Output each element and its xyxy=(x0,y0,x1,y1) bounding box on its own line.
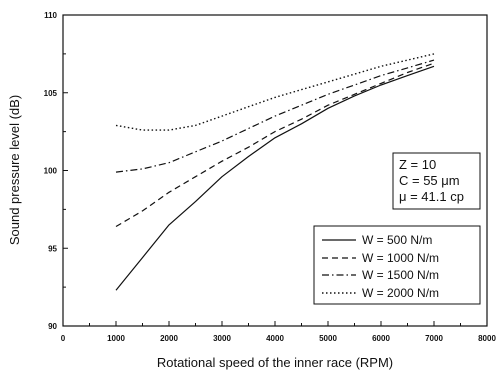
parameter-c: C = 55 μm xyxy=(399,173,460,188)
x-tick-label: 3000 xyxy=(213,334,231,343)
x-tick-label: 7000 xyxy=(425,334,443,343)
y-tick-label: 100 xyxy=(44,167,58,176)
y-tick-label: 105 xyxy=(44,89,58,98)
x-tick-label: 4000 xyxy=(266,334,284,343)
y-axis-title: Sound pressure level (dB) xyxy=(7,95,22,245)
x-axis-title: Rotational speed of the inner race (RPM) xyxy=(157,355,393,370)
legend-label-500: W = 500 N/m xyxy=(362,233,432,247)
x-tick-label: 6000 xyxy=(372,334,390,343)
x-tick-label: 1000 xyxy=(107,334,125,343)
legend-label-1000: W = 1000 N/m xyxy=(362,251,439,265)
y-tick-label: 90 xyxy=(48,322,57,331)
legend: W = 500 N/m W = 1000 N/m W = 1500 N/m W … xyxy=(313,225,481,305)
series-line-3 xyxy=(115,59,435,173)
parameter-box-frame xyxy=(392,152,481,210)
series-line-1 xyxy=(115,65,435,291)
axis-ticks: 0 1000 2000 3000 4000 5000 6000 7000 8000 90 95 100… xyxy=(44,11,497,343)
x-tick-label: 5000 xyxy=(319,334,337,343)
parameter-z: Z = 10 xyxy=(399,157,436,172)
y-tick-label: 95 xyxy=(48,244,57,253)
legend-label-2000: W = 2000 N/m xyxy=(362,286,439,300)
series-lines xyxy=(115,53,435,291)
series-line-4 xyxy=(115,53,435,131)
legend-frame xyxy=(313,225,481,305)
series-line-2 xyxy=(115,62,435,228)
parameter-mu: μ = 41.1 cp xyxy=(399,189,464,204)
parameter-box: Z = 10 C = 55 μm μ = 41.1 cp xyxy=(392,152,481,210)
y-tick-label: 110 xyxy=(44,11,57,20)
legend-label-1500: W = 1500 N/m xyxy=(362,268,439,282)
x-tick-label: 0 xyxy=(61,334,66,343)
x-tick-label: 8000 xyxy=(478,334,496,343)
x-tick-label: 2000 xyxy=(160,334,178,343)
